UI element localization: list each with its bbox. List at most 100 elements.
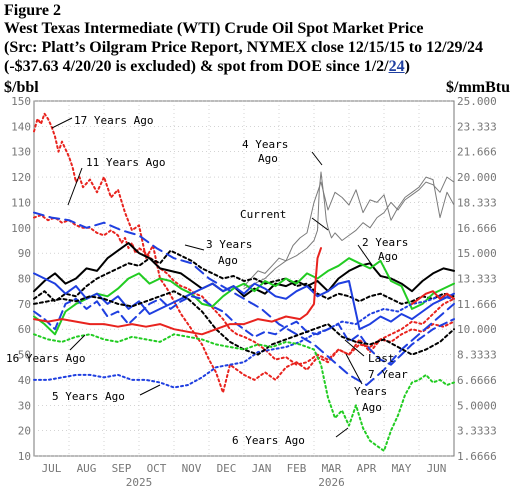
y-tick-right: 11.666 [457,298,497,311]
x-tick-month: FEB [287,462,307,475]
series-line [33,112,455,394]
y-tick-right: 1.6666 [457,450,497,463]
x-tick-year: 2026 [318,476,345,489]
series-line [33,295,455,389]
x-tick-month: NOV [182,462,202,475]
y-tick-left: 130 [11,146,31,159]
series-line [33,295,455,366]
right-axis-unit: $/mmBtu [446,79,510,96]
annotation-arrows [51,117,373,438]
y-tick-left: 100 [11,222,31,235]
y-tick-right: 23.333 [457,120,497,133]
series-line [33,272,455,331]
left-axis-unit: $/bbl [4,79,39,96]
series-line [33,333,455,452]
label-3-years-line1: 3 Years [206,238,252,251]
y-tick-left: 30 [18,399,31,412]
y-tick-left: 70 [18,298,31,311]
label-last-line2: 7 Year [368,368,408,381]
y-tick-left: 140 [11,120,31,133]
label-4-years-line2: Ago [258,152,278,165]
y-tick-right: 10.000 [457,323,497,336]
subtitle-note-pre: (-$37.63 4/20/20 is excluded) & spot fro… [4,58,389,75]
x-tick-month: MAR [322,462,342,475]
arrow-4-years [311,151,323,166]
y-tick-right: 3.3333 [457,425,497,438]
axis-layer: 150 25.000 140 23.333 130 21.666 120 20.000 110 1… [11,95,497,489]
series-line [33,214,455,366]
arrow-2-years [357,244,373,266]
x-tick-month: JUN [427,462,447,475]
series-line [33,242,455,298]
y-tick-right: 25.000 [457,95,497,108]
subtitle-note-date: 24 [388,58,405,75]
y-tick-left: 110 [11,196,31,209]
arrow-3-years [184,244,205,251]
x-tick-month: MAY [392,462,412,475]
arrow-6-years [335,427,349,438]
series-line [33,257,455,336]
series-layer [33,112,455,452]
label-current: Current [240,208,286,221]
label-17-years-ago: 17 Years Ago [74,114,153,127]
label-11-years-ago: 11 Years Ago [86,156,165,169]
y-tick-right: 15.000 [457,247,497,260]
series-line [33,247,322,336]
x-tick-year: 2025 [126,476,153,489]
label-7-years-line1: Years [354,385,387,398]
label-last-line1: Last [368,352,395,365]
y-tick-left: 120 [11,171,31,184]
y-tick-left: 150 [11,95,31,108]
chart-subtitle-source: (Src: Platt’s Oilgram Price Report, NYME… [4,39,483,56]
x-tick-month: JUL [42,462,62,475]
y-tick-left: 50 [18,349,31,362]
y-tick-left: 90 [18,247,31,260]
y-tick-right: 5.0000 [457,399,497,412]
arrow-current [311,217,329,231]
label-7-years-line2: Ago [362,401,382,414]
series-line [33,249,455,305]
label-16-years-ago: 16 Years Ago [6,352,85,365]
y-tick-left: 20 [18,425,31,438]
y-tick-right: 21.666 [457,146,497,159]
arrow-11-years [67,167,83,206]
arrow-last-year [344,339,365,357]
subtitle-note-post: ) [404,58,410,75]
y-tick-left: 10 [18,450,31,463]
y-tick-left: 40 [18,374,31,387]
y-tick-right: 6.6666 [457,374,497,387]
x-tick-month: OCT [147,462,167,475]
x-tick-month: DEC [217,462,237,475]
series-line [33,290,455,356]
series-line [411,290,455,305]
y-tick-left: 80 [18,273,31,286]
annotations: 17 Years Ago 11 Years Ago 4 Years Ago Cu… [6,114,408,447]
y-tick-right: 20.000 [457,171,497,184]
y-tick-right: 13.333 [457,273,497,286]
figure-label: Figure 2 [4,2,62,19]
label-2-years-line2: Ago [378,250,398,263]
y-tick-right: 16.666 [457,222,497,235]
label-3-years-line2: Ago [218,254,238,267]
y-tick-right: 8.3333 [457,349,497,362]
x-tick-month: AUG [77,462,97,475]
chart-subtitle-note: (-$37.63 4/20/20 is excluded) & spot fro… [4,58,410,76]
y-tick-left: 60 [18,323,31,336]
arrow-16-years [69,334,86,351]
series-line [33,211,455,386]
label-5-years-ago: 5 Years Ago [52,390,125,403]
series-line [243,176,455,287]
series-line [243,171,455,290]
label-2-years-line1: 2 Years [362,236,408,249]
y-tick-right: 18.333 [457,196,497,209]
x-tick-month: SEP [112,462,132,475]
x-tick-month: APR [357,462,377,475]
x-tick-month: JAN [252,462,272,475]
arrow-5-years [139,384,161,396]
label-6-years-ago: 6 Years Ago [232,434,305,447]
arrow-17-years [51,117,73,129]
chart-title: West Texas Intermediate (WTI) Crude Oil … [4,20,424,37]
arrow-7-years [345,353,363,385]
label-4-years-line1: 4 Years [242,138,288,151]
